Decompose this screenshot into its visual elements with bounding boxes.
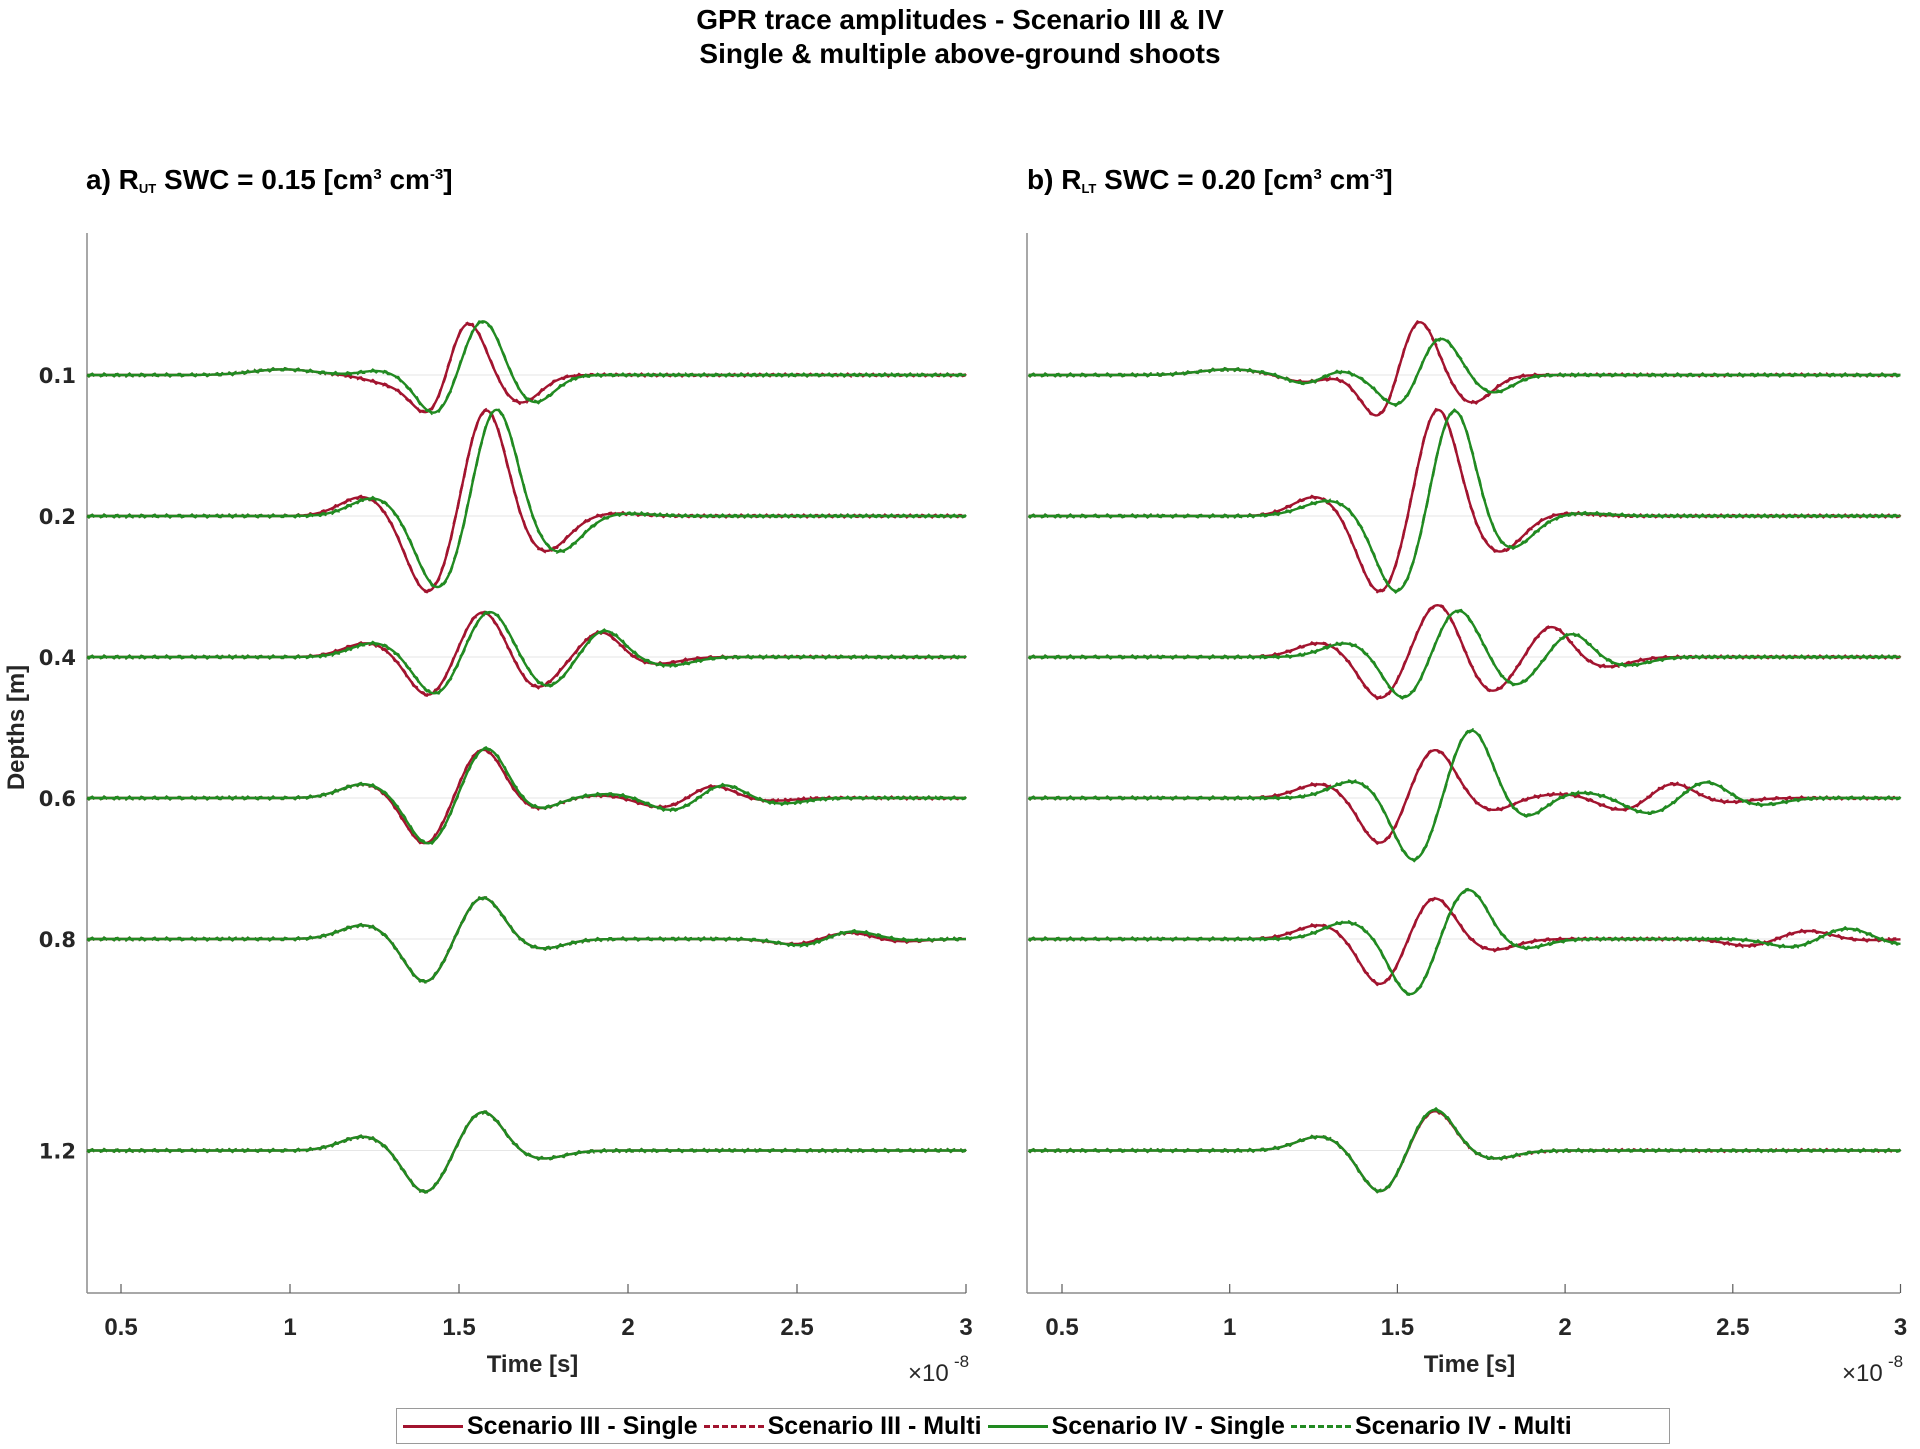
legend-swatch-solid-red — [403, 1424, 463, 1428]
legend-label: Scenario III - Single — [467, 1411, 698, 1440]
scenario-iv-multi-trace-0.6 — [86, 746, 967, 846]
x-tick-label: 2.5 — [1716, 1314, 1749, 1341]
scenario-iv-single-trace-1.2 — [1028, 1108, 1901, 1193]
legend-item-scenario-iii-multi[interactable]: Scenario III - Multi — [703, 1411, 982, 1441]
scenario-iii-single-trace-0.2 — [87, 409, 966, 593]
panel-a-title-mid: cm — [381, 164, 430, 195]
x-axis-multiplier: ×10 — [1842, 1360, 1883, 1387]
y-tick-label: 0.2 — [39, 505, 76, 529]
scenario-iii-multi-trace-0.2 — [86, 407, 967, 594]
panel-b-title: b) RLT SWC = 0.20 [cm3 cm-3] — [1027, 164, 1393, 196]
x-tick-label: 1.5 — [1381, 1314, 1414, 1341]
x-tick-label: 2 — [621, 1314, 634, 1341]
panel-b-title-end: ] — [1383, 164, 1393, 195]
scenario-iii-multi-trace-0.1 — [1027, 320, 1902, 419]
legend-item-scenario-iv-single[interactable]: Scenario IV - Single — [987, 1411, 1285, 1441]
scenario-iv-single-trace-0.1 — [1028, 337, 1901, 406]
y-tick-label: 0.4 — [39, 646, 76, 670]
panel-b-title-sup1: 3 — [1313, 166, 1322, 183]
scenario-iv-multi-trace-0.6 — [1027, 727, 1902, 863]
scenario-iii-multi-trace-0.4 — [86, 610, 967, 697]
scenario-iv-multi-trace-0.1 — [1027, 336, 1902, 408]
y-tick-label: 1.2 — [39, 1140, 76, 1164]
y-tick-label: 0.6 — [39, 787, 76, 811]
scenario-iv-single-trace-1.2 — [87, 1110, 966, 1193]
panel-b-title-prefix: b) R — [1027, 164, 1082, 195]
x-tick-label: 1 — [283, 1314, 296, 1341]
scenario-iii-multi-trace-0.2 — [1027, 407, 1902, 594]
scenario-iv-single-trace-0.6 — [1028, 729, 1901, 861]
x-axis-label: Time [s] — [487, 1351, 579, 1378]
panel-a-title-main: SWC = 0.15 [cm — [156, 164, 374, 195]
x-axis-label: Time [s] — [1424, 1351, 1516, 1378]
legend-swatch-solid-green — [987, 1424, 1048, 1428]
scenario-iv-single-trace-0.1 — [87, 320, 966, 414]
legend-swatch-dashed-red — [703, 1424, 764, 1428]
y-axis-label: Depths [m] — [3, 665, 30, 790]
scenario-iv-single-trace-0.2 — [1028, 409, 1901, 593]
x-tick-label: 3 — [1894, 1314, 1907, 1341]
panel-a-title-sup2: -3 — [429, 166, 444, 183]
chart-title: GPR trace amplitudes - Scenario III & IV — [696, 4, 1224, 35]
panel-a-title-prefix: a) R — [86, 164, 139, 195]
x-tick-label: 2 — [1558, 1314, 1571, 1341]
scenario-iii-single-trace-0.4 — [1028, 603, 1901, 699]
scenario-iv-single-trace-0.2 — [87, 408, 966, 589]
legend-label: Scenario IV - Single — [1051, 1411, 1285, 1440]
panel-a: 0.5 1 1.5 2 2.5 3 Time [s] ×10 -8 0.1 0.2 0.4 0.6 0.8… — [3, 233, 973, 1387]
scenario-iii-single-trace-0.6 — [87, 748, 966, 845]
scenario-iv-single-trace-0.4 — [87, 610, 966, 695]
panel-b-title-sub: LT — [1081, 181, 1097, 196]
x-axis-multiplier: ×10 — [908, 1360, 949, 1387]
chart-subtitle: Single & multiple above-ground shoots — [699, 38, 1221, 69]
x-tick-label: 0.5 — [104, 1314, 137, 1341]
scenario-iv-single-trace-0.8 — [87, 896, 966, 983]
scenario-iv-multi-trace-1.2 — [86, 1110, 967, 1194]
panel-b-title-mid: cm — [1321, 164, 1371, 195]
x-tick-label: 3 — [959, 1314, 972, 1341]
panel-a-title: a) RUT SWC = 0.15 [cm3 cm-3] — [86, 164, 453, 196]
y-tick-label: 0.8 — [39, 928, 76, 952]
panel-a-title-sup1: 3 — [373, 166, 382, 183]
panel-a-title-end: ] — [443, 164, 453, 195]
legend-label: Scenario III - Multi — [767, 1411, 982, 1440]
legend-label: Scenario IV - Multi — [1354, 1411, 1572, 1440]
x-tick-label: 2.5 — [780, 1314, 813, 1341]
x-tick-label: 1.5 — [442, 1314, 475, 1341]
scenario-iii-multi-trace-0.6 — [1027, 747, 1902, 846]
scenario-iii-single-trace-0.6 — [1028, 749, 1901, 844]
scenario-iv-single-trace-0.8 — [1028, 888, 1901, 996]
panel-a-title-sub: UT — [138, 181, 157, 196]
panel-b-title-main: SWC = 0.20 [cm — [1096, 164, 1314, 195]
legend-item-scenario-iv-multi[interactable]: Scenario IV - Multi — [1290, 1411, 1572, 1441]
legend: Scenario III - Single Scenario III - Mul… — [396, 1408, 1670, 1444]
legend-item-scenario-iii-single[interactable]: Scenario III - Single — [403, 1412, 698, 1441]
scenario-iii-single-trace-0.8 — [1028, 897, 1901, 985]
scenario-iv-single-trace-0.6 — [87, 747, 966, 845]
x-tick-label: 1 — [1223, 1314, 1236, 1341]
panel-b: 0.5 1 1.5 2 2.5 3 Time [s] ×10 -8 — [1026, 233, 1907, 1387]
x-axis-multiplier-exponent: -8 — [954, 1352, 969, 1371]
y-tick-label: 0.1 — [39, 364, 76, 388]
scenario-iii-single-trace-0.2 — [1028, 408, 1901, 593]
x-tick-label: 0.5 — [1045, 1314, 1078, 1341]
x-axis-multiplier-exponent: -8 — [1888, 1352, 1903, 1371]
scenario-iv-single-trace-0.4 — [1028, 609, 1901, 699]
legend-swatch-dashed-green — [1290, 1424, 1351, 1428]
scenario-iii-single-trace-0.4 — [87, 611, 966, 696]
panel-b-title-sup2: -3 — [1370, 166, 1384, 183]
scenario-iv-multi-trace-0.2 — [1027, 408, 1902, 595]
scenario-iv-multi-trace-0.4 — [1027, 608, 1902, 700]
